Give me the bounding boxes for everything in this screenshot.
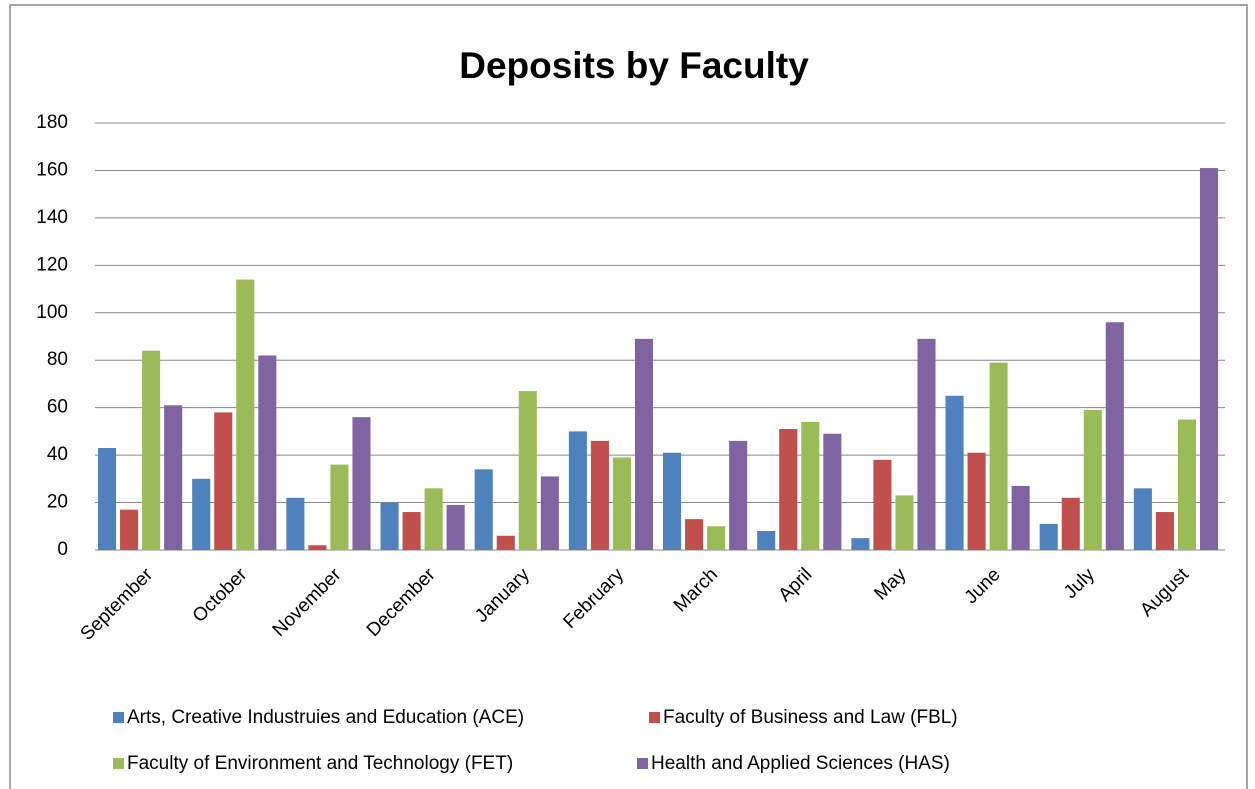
y-tick-label: 120 bbox=[36, 254, 68, 275]
bar bbox=[142, 350, 161, 550]
bar bbox=[1105, 322, 1124, 550]
bar bbox=[402, 512, 421, 550]
y-tick-label: 0 bbox=[57, 539, 68, 560]
bar bbox=[895, 495, 914, 550]
bar bbox=[380, 502, 399, 550]
bar bbox=[164, 405, 183, 550]
legend-swatch bbox=[649, 712, 660, 723]
bar bbox=[945, 395, 964, 550]
bar bbox=[1011, 485, 1030, 550]
bar bbox=[424, 488, 443, 550]
bar bbox=[917, 338, 936, 550]
bar bbox=[851, 538, 870, 550]
bar bbox=[1155, 512, 1174, 550]
bar bbox=[518, 391, 537, 550]
legend-label: Health and Applied Sciences (HAS) bbox=[651, 753, 950, 774]
bar bbox=[1061, 497, 1080, 550]
y-tick-label: 40 bbox=[47, 444, 68, 465]
bar bbox=[634, 338, 654, 550]
bar bbox=[685, 519, 704, 550]
bar bbox=[873, 459, 892, 550]
bar bbox=[98, 447, 117, 550]
y-tick-label: 100 bbox=[36, 302, 68, 323]
bar bbox=[663, 452, 682, 550]
y-tick-label: 160 bbox=[36, 159, 68, 180]
bar bbox=[989, 362, 1008, 550]
bar bbox=[352, 417, 371, 550]
bar bbox=[612, 457, 631, 550]
bar bbox=[286, 497, 305, 550]
bar bbox=[757, 531, 776, 550]
bar bbox=[1177, 419, 1196, 550]
bar bbox=[540, 476, 559, 550]
bar bbox=[1199, 168, 1219, 551]
chart-title: Deposits by Faculty bbox=[459, 45, 809, 86]
legend-label: Arts, Creative Industruies and Education… bbox=[127, 707, 524, 728]
legend-swatch bbox=[113, 758, 124, 769]
bar bbox=[236, 279, 255, 550]
bar bbox=[446, 504, 465, 550]
bar bbox=[707, 526, 726, 550]
bar bbox=[120, 509, 139, 550]
y-tick-label: 20 bbox=[47, 492, 68, 513]
bar bbox=[967, 452, 986, 550]
bar bbox=[1083, 410, 1102, 550]
y-tick-label: 60 bbox=[47, 397, 68, 418]
bar bbox=[568, 431, 587, 550]
legend-swatch bbox=[113, 712, 124, 723]
y-tick-label: 140 bbox=[36, 207, 68, 228]
y-tick-label: 180 bbox=[36, 112, 68, 133]
bar bbox=[779, 429, 798, 550]
bar bbox=[308, 545, 327, 550]
bar bbox=[330, 464, 349, 550]
bar bbox=[1133, 488, 1152, 550]
bar bbox=[1039, 523, 1058, 550]
chart-border bbox=[9, 4, 1248, 789]
bar bbox=[258, 355, 277, 550]
y-tick-label: 80 bbox=[47, 349, 68, 370]
legend-label: Faculty of Environment and Technology (F… bbox=[127, 753, 513, 774]
bar bbox=[823, 433, 842, 550]
bar bbox=[729, 440, 748, 550]
legend-label: Faculty of Business and Law (FBL) bbox=[663, 707, 958, 728]
bar bbox=[192, 478, 211, 550]
legend-swatch bbox=[637, 758, 648, 769]
bar bbox=[590, 440, 609, 550]
bar bbox=[214, 412, 233, 550]
bar bbox=[496, 535, 515, 550]
bar bbox=[474, 469, 493, 550]
bar bbox=[801, 421, 820, 550]
